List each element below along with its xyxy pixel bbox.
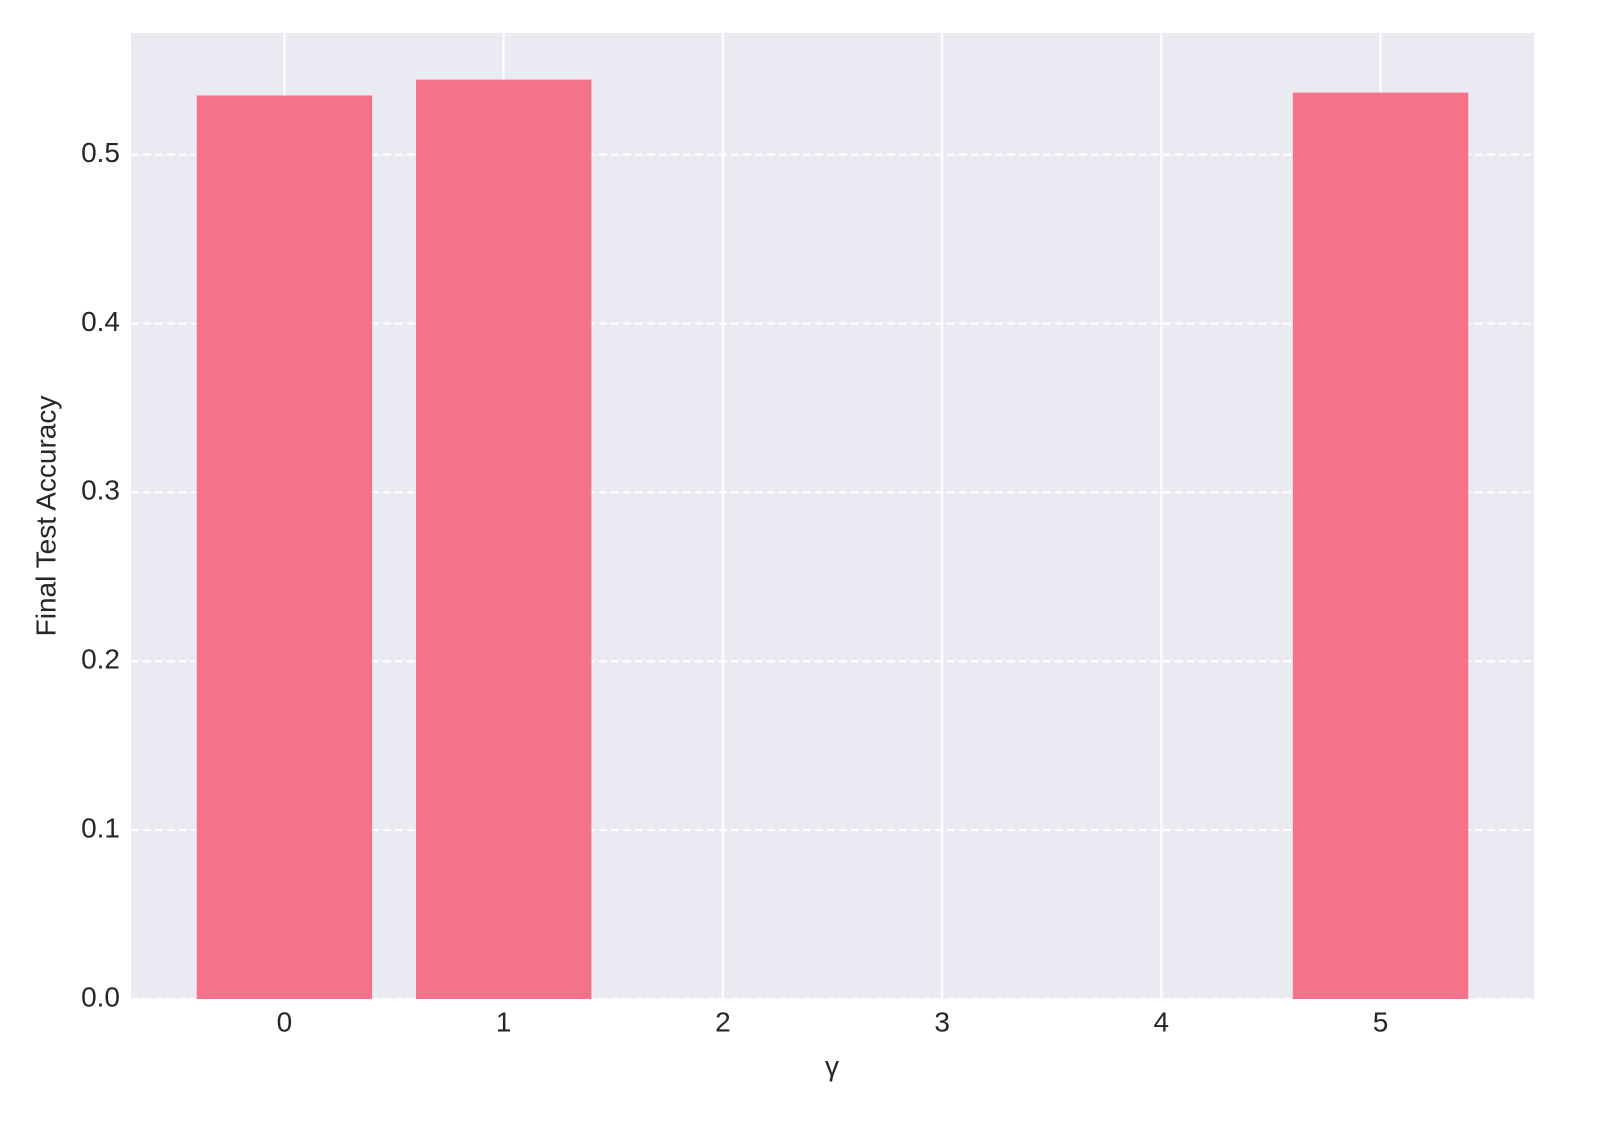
y-tick-label: 0.0 [81, 981, 120, 1012]
x-tick-label: 2 [715, 1006, 731, 1037]
x-tick-label: 5 [1373, 1006, 1389, 1037]
x-tick-label: 0 [277, 1006, 293, 1037]
y-tick-label: 0.1 [81, 813, 120, 844]
bar [1292, 92, 1469, 999]
bar [196, 95, 373, 999]
x-tick-label: 4 [1154, 1006, 1170, 1037]
bar [415, 79, 592, 999]
x-axis-label: γ [825, 1050, 839, 1081]
y-tick-label: 0.5 [81, 137, 120, 168]
y-tick-label: 0.4 [81, 306, 120, 337]
x-tick-label: 1 [496, 1006, 512, 1037]
y-tick-label: 0.3 [81, 475, 120, 506]
y-axis-label: Final Test Accuracy [30, 396, 61, 637]
y-tick-label: 0.2 [81, 644, 120, 675]
x-tick-label: 3 [934, 1006, 950, 1037]
